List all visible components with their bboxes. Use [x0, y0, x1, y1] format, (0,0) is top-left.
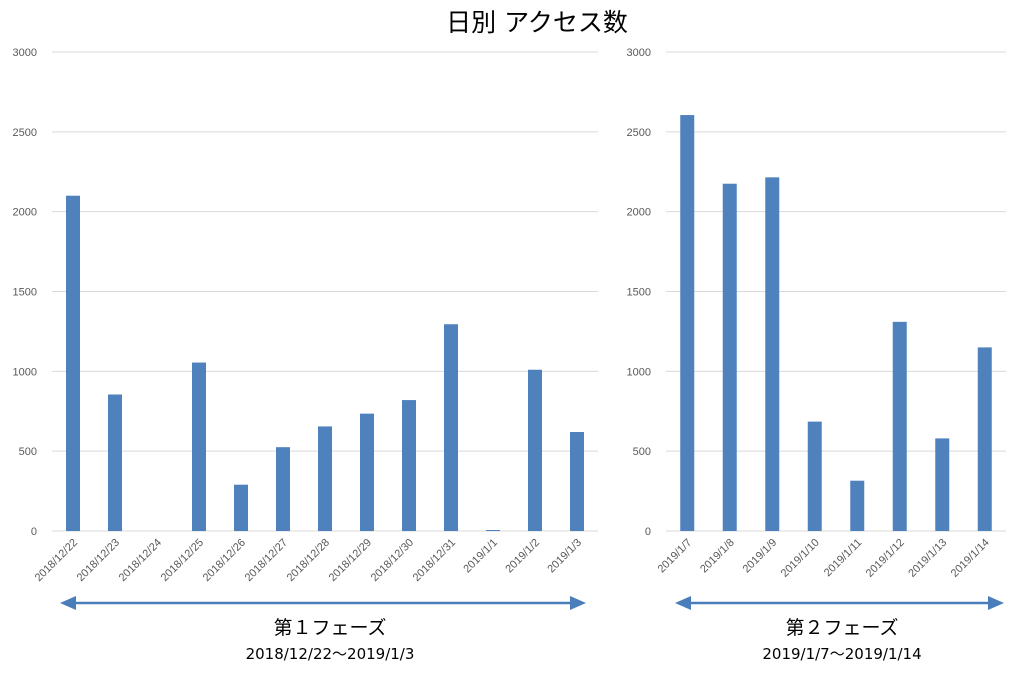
- bar: [722, 183, 737, 531]
- chart-panel-phase1: 0500100015002000250030002018/12/222018/1…: [13, 47, 598, 584]
- x-tick-label: 2018/12/25: [159, 537, 206, 584]
- x-tick-label: 2018/12/30: [369, 537, 416, 584]
- phase1-label: 第１フェーズ: [273, 617, 386, 639]
- x-tick-label: 2019/1/10: [779, 537, 822, 580]
- phase2-range: 2019/1/7～2019/1/14: [762, 645, 921, 663]
- phase1-range: 2018/12/22～2019/1/3: [246, 645, 415, 663]
- y-tick-label: 2000: [13, 207, 37, 219]
- x-tick-label: 2018/12/26: [201, 537, 248, 584]
- bar: [276, 447, 290, 531]
- x-tick-label: 2018/12/31: [411, 537, 458, 584]
- bar: [318, 426, 332, 531]
- bar: [765, 177, 780, 532]
- y-tick-label: 500: [633, 446, 651, 458]
- y-tick-label: 2000: [627, 207, 651, 219]
- y-tick-label: 3000: [13, 47, 37, 59]
- x-tick-label: 2019/1/14: [949, 537, 992, 580]
- y-tick-label: 2500: [627, 127, 651, 139]
- chart-panel-phase2: 0 500 1000 1500 2000 2500 3000 2019/1/7 2019/1/8…: [627, 47, 1006, 580]
- bar: [570, 432, 584, 531]
- x-tick-label: 2018/12/27: [243, 537, 290, 584]
- x-tick-label: 2018/12/28: [285, 537, 332, 584]
- bar: [444, 324, 458, 531]
- x-tick-label: 2019/1/11: [822, 537, 865, 580]
- y-tick-label: 2500: [13, 127, 37, 139]
- x-tick-label: 2019/1/3: [545, 537, 584, 576]
- bar: [528, 369, 542, 531]
- bar: [66, 195, 80, 531]
- x-tick-label: 2019/1/2: [503, 537, 542, 576]
- phase1-range-arrow: [60, 596, 586, 610]
- y-tick-label: 1500: [627, 287, 651, 299]
- y-tick-label: 3000: [627, 47, 651, 59]
- chart-title: 日別 アクセス数: [446, 8, 628, 37]
- bar: [892, 321, 907, 531]
- y-tick-label: 0: [31, 526, 37, 538]
- y-tick-label: 0: [645, 526, 651, 538]
- y-tick-label: 500: [19, 446, 37, 458]
- x-tick-label: 2018/12/23: [75, 537, 122, 584]
- y-tick-label: 1500: [13, 287, 37, 299]
- phase2-range-arrow: [675, 596, 1004, 610]
- x-tick-label: 2019/1/1: [461, 537, 500, 576]
- bar: [108, 394, 122, 531]
- bar: [486, 530, 500, 531]
- y-tick-label: 1000: [13, 366, 37, 378]
- x-tick-label: 2019/1/7: [656, 537, 695, 576]
- bar: [192, 362, 206, 531]
- y-tick-label: 1000: [627, 366, 651, 378]
- x-tick-label: 2018/12/29: [327, 537, 374, 584]
- bar: [977, 347, 992, 531]
- bar: [935, 438, 950, 531]
- bar: [850, 480, 865, 531]
- x-tick-label: 2018/12/22: [33, 537, 80, 584]
- bar: [680, 115, 695, 532]
- bar: [234, 484, 248, 531]
- bar: [360, 413, 374, 531]
- x-tick-label: 2019/1/9: [741, 537, 780, 576]
- x-tick-label: 2019/1/8: [698, 537, 737, 576]
- phase2-label: 第２フェーズ: [785, 617, 898, 639]
- x-tick-label: 2019/1/13: [906, 537, 949, 580]
- x-tick-label: 2018/12/24: [117, 537, 164, 584]
- bar: [402, 400, 416, 531]
- x-tick-label: 2019/1/12: [864, 537, 907, 580]
- bar: [807, 421, 822, 531]
